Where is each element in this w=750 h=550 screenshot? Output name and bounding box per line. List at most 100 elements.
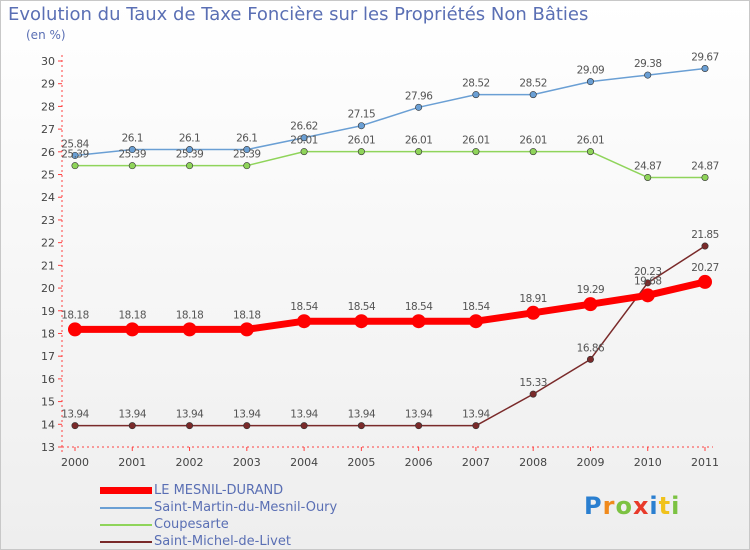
data-point: [71, 151, 79, 159]
data-point: [243, 146, 251, 154]
x-tick-label: 2004: [290, 456, 318, 469]
data-label: 18.18: [118, 309, 146, 321]
data-point: [182, 322, 197, 337]
data-label: 29.67: [691, 51, 719, 63]
y-tick-label: 23: [41, 214, 55, 227]
data-point: [128, 422, 136, 430]
data-label: 19.29: [577, 284, 605, 296]
data-label: 25.39: [118, 149, 146, 161]
data-point: [186, 422, 194, 430]
y-tick-label: 27: [41, 123, 55, 136]
data-point: [526, 305, 541, 320]
data-label: 18.91: [519, 293, 547, 305]
data-label: 26.01: [462, 135, 490, 147]
data-point: [186, 162, 194, 170]
data-label: 29.09: [577, 65, 605, 77]
y-tick-label: 15: [41, 396, 55, 409]
data-point: [472, 91, 480, 99]
proxiti-logo: Proxiti: [584, 492, 680, 520]
x-tick-label: 2010: [634, 456, 662, 469]
data-point: [128, 162, 136, 170]
data-point: [357, 122, 365, 130]
x-tick-label: 2002: [176, 456, 204, 469]
y-tick-label: 14: [41, 418, 55, 431]
data-point: [415, 148, 423, 156]
data-label: 25.39: [176, 149, 204, 161]
data-label: 13.94: [462, 409, 490, 421]
x-tick-label: 2006: [405, 456, 433, 469]
data-point: [357, 422, 365, 430]
series-line: [75, 278, 706, 333]
data-label: 18.18: [61, 309, 89, 321]
x-tick-label: 2008: [519, 456, 547, 469]
data-point: [186, 146, 194, 154]
y-tick-label: 16: [41, 373, 55, 386]
y-tick-label: 26: [41, 146, 55, 159]
data-label: 13.94: [118, 409, 146, 421]
data-label: 28.52: [519, 78, 547, 90]
logo-letter: P: [584, 492, 603, 520]
data-label: 26.1: [236, 133, 257, 145]
data-point: [701, 173, 709, 181]
data-point: [415, 422, 423, 430]
y-tick-label: 18: [41, 327, 55, 340]
data-label: 16.86: [577, 342, 605, 354]
data-point: [644, 71, 652, 79]
data-point: [529, 148, 537, 156]
series-line: [74, 67, 706, 157]
data-point: [415, 103, 423, 111]
data-label: 27.15: [348, 109, 376, 121]
y-tick-label: 20: [41, 282, 55, 295]
data-point: [701, 64, 709, 72]
legend-label: Saint-Martin-du-Mesnil-Oury: [154, 500, 338, 515]
data-label: 18.54: [405, 301, 433, 313]
y-tick-label: 30: [41, 55, 55, 68]
data-label: 18.54: [462, 301, 490, 313]
chart-title: Evolution du Taux de Taxe Foncière sur l…: [8, 4, 589, 25]
data-point: [125, 322, 140, 337]
legend-swatch: [100, 507, 152, 509]
data-point: [297, 314, 312, 329]
data-label: 26.01: [348, 135, 376, 147]
y-tick-label: 22: [41, 237, 55, 250]
data-label: 18.18: [233, 309, 261, 321]
y-tick-label: 25: [41, 169, 55, 182]
data-label: 26.01: [519, 135, 547, 147]
data-label: 21.85: [691, 229, 719, 241]
data-point: [300, 148, 308, 156]
data-label: 25.39: [233, 149, 261, 161]
data-label: 18.54: [290, 301, 318, 313]
data-point: [243, 422, 251, 430]
data-label: 13.94: [176, 409, 204, 421]
x-tick-label: 2001: [118, 456, 146, 469]
data-label: 28.52: [462, 78, 490, 90]
data-point: [239, 322, 254, 337]
data-label: 26.1: [179, 133, 200, 145]
data-label: 25.39: [61, 149, 89, 161]
legend-swatch: [100, 487, 152, 494]
data-point: [472, 148, 480, 156]
y-tick-label: 29: [41, 78, 55, 91]
y-tick-label: 13: [41, 441, 55, 454]
chart-unit-label: (en %): [26, 28, 66, 42]
data-point: [300, 134, 308, 142]
y-tick-label: 19: [41, 305, 55, 318]
legend-label: LE MESNIL-DURAND: [154, 483, 284, 498]
data-point: [529, 390, 537, 398]
x-tick-label: 2003: [233, 456, 261, 469]
data-label: 26.01: [577, 135, 605, 147]
data-point: [586, 148, 594, 156]
data-label: 26.62: [290, 121, 318, 133]
series-line: [75, 245, 706, 427]
data-point: [128, 146, 136, 154]
data-point: [701, 242, 709, 250]
logo-letter: r: [602, 492, 616, 520]
data-point: [68, 322, 82, 337]
data-label: 19.68: [634, 275, 662, 287]
data-label: 29.38: [634, 58, 662, 70]
data-label: 24.87: [634, 160, 662, 172]
logo-letter: i: [649, 492, 659, 520]
legend-label: Coupesarte: [154, 517, 229, 532]
data-label: 13.94: [290, 409, 318, 421]
